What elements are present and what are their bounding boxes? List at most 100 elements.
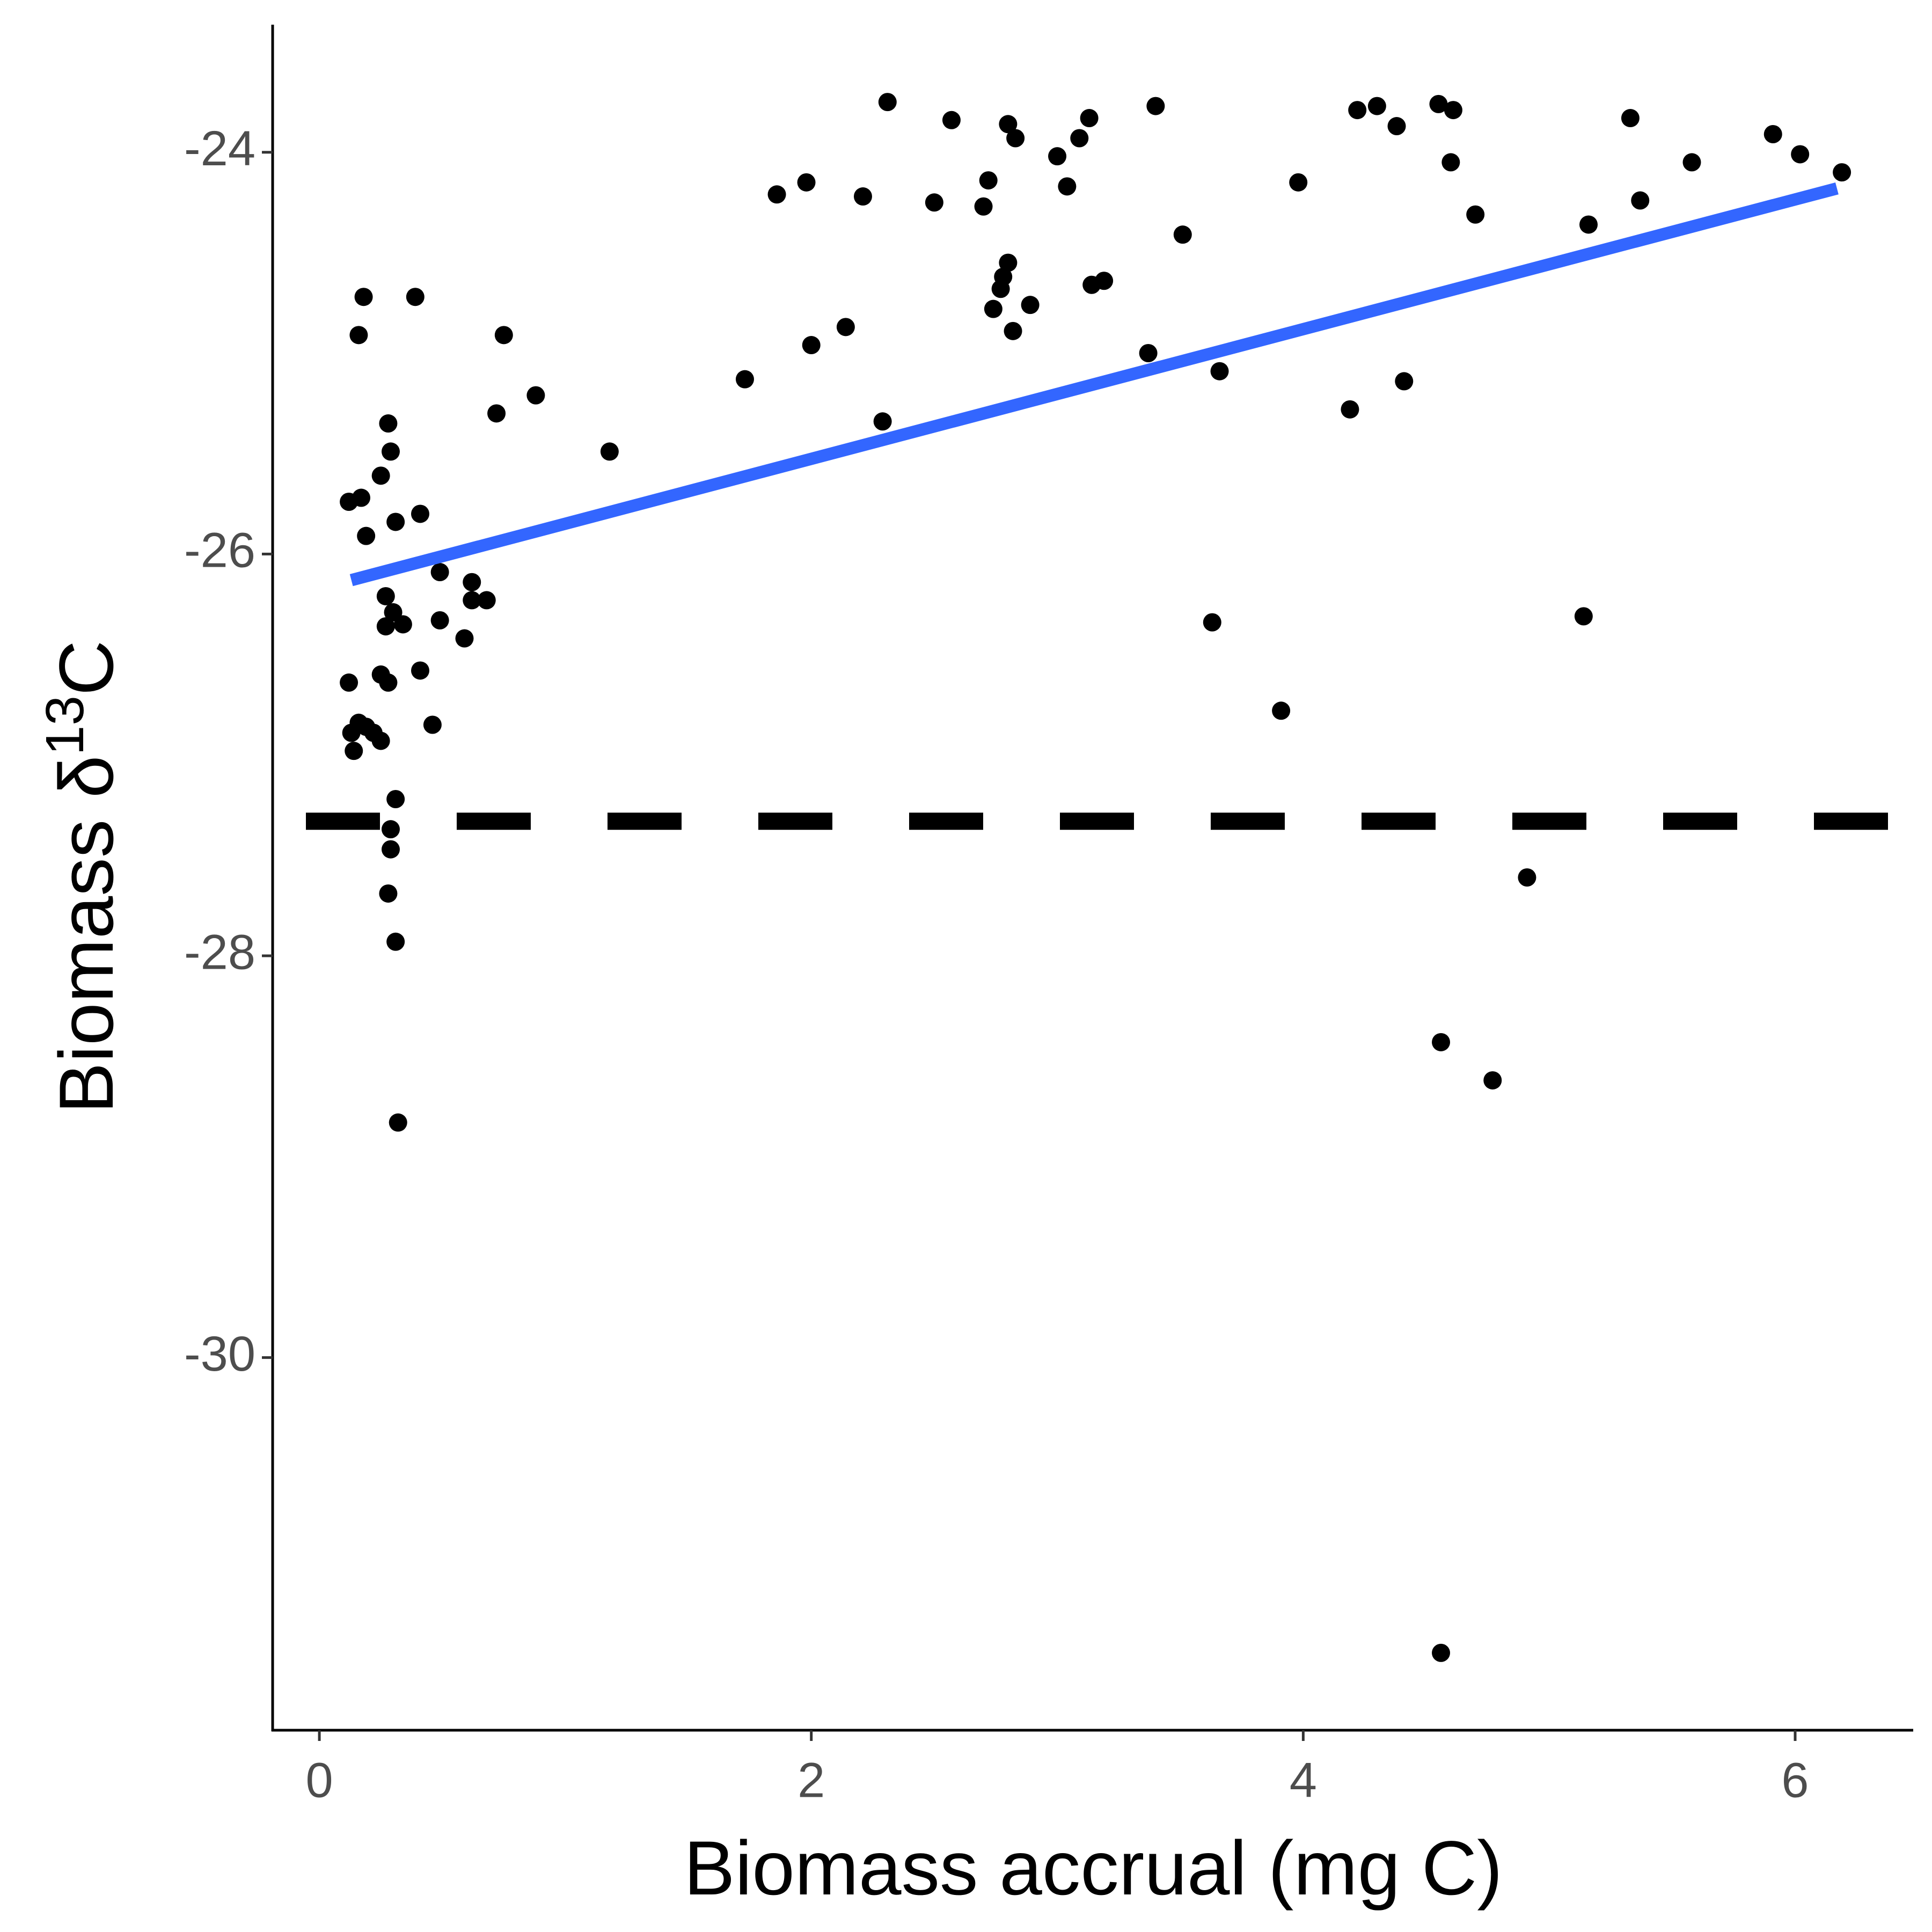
y-tick-label: -24 — [184, 121, 255, 176]
point — [384, 603, 402, 621]
point — [925, 193, 943, 212]
point — [1272, 701, 1291, 720]
point — [477, 591, 496, 610]
point — [853, 187, 872, 206]
point — [1483, 1071, 1502, 1090]
point — [386, 790, 405, 809]
point — [354, 288, 373, 306]
point — [999, 253, 1018, 272]
point — [1444, 101, 1462, 120]
point — [878, 93, 897, 112]
point — [974, 197, 993, 216]
point — [873, 412, 892, 431]
point — [979, 171, 998, 190]
point — [1395, 372, 1414, 391]
point — [797, 173, 816, 192]
point — [767, 185, 786, 204]
point — [1432, 1643, 1451, 1662]
point — [1518, 868, 1536, 887]
y-axis-title-main: Biomass δ — [44, 755, 129, 1114]
point — [1203, 613, 1221, 632]
point — [1341, 400, 1359, 419]
point — [1621, 109, 1640, 128]
point — [999, 115, 1018, 134]
y-tick-label: -28 — [184, 925, 255, 979]
point — [1348, 101, 1367, 120]
point — [1432, 1033, 1451, 1051]
point — [942, 111, 961, 129]
point — [430, 563, 449, 582]
point — [600, 442, 619, 461]
point — [1070, 129, 1089, 148]
point — [1058, 177, 1077, 196]
y-axis-title-sup: 13 — [35, 696, 95, 755]
point — [393, 615, 412, 634]
point — [406, 288, 425, 306]
fit-line — [349, 182, 1839, 587]
point — [463, 591, 481, 610]
point — [526, 386, 545, 405]
point — [1387, 117, 1406, 136]
point — [371, 466, 390, 485]
y-axis-title: Biomass δ13C — [35, 640, 129, 1114]
point — [1833, 163, 1851, 182]
point — [430, 611, 449, 630]
x-tick-label: 6 — [1781, 1753, 1809, 1807]
point — [371, 731, 390, 750]
point — [1579, 215, 1598, 234]
x-tick-label: 2 — [797, 1753, 825, 1807]
y-axis-title-end: C — [44, 640, 129, 696]
point — [1004, 321, 1022, 340]
point — [984, 299, 1002, 318]
point — [1210, 362, 1229, 380]
point — [386, 932, 405, 951]
point — [1146, 97, 1165, 115]
point — [1763, 125, 1782, 144]
x-axis-title: Biomass accrual (mg C) — [684, 1826, 1503, 1911]
point — [1682, 153, 1701, 172]
x-tick-label: 0 — [305, 1753, 333, 1807]
point — [376, 617, 395, 636]
point — [357, 526, 376, 545]
point — [494, 326, 513, 345]
point — [345, 742, 363, 760]
point — [379, 414, 398, 433]
point — [381, 820, 400, 839]
point — [1173, 225, 1192, 244]
point — [411, 661, 429, 680]
point — [340, 673, 358, 692]
point — [1429, 94, 1448, 113]
point — [487, 404, 506, 423]
point — [836, 318, 855, 336]
point — [1441, 153, 1460, 172]
point — [1631, 191, 1650, 210]
point — [463, 573, 481, 591]
point — [1289, 173, 1308, 192]
point — [352, 488, 370, 507]
point — [735, 370, 754, 389]
y-tick-label: -26 — [184, 523, 255, 578]
point — [379, 673, 398, 692]
point — [1466, 205, 1485, 224]
point — [1367, 97, 1386, 115]
point — [1791, 145, 1810, 164]
point — [1574, 607, 1593, 626]
point — [381, 442, 400, 461]
point — [423, 715, 442, 734]
point — [376, 587, 395, 605]
point — [386, 513, 405, 531]
y-tick-label: -30 — [184, 1327, 255, 1381]
point — [381, 840, 400, 859]
point — [349, 326, 368, 345]
point — [389, 1113, 407, 1132]
point — [1048, 147, 1067, 166]
point — [802, 336, 821, 355]
point — [1021, 296, 1040, 314]
point — [1080, 109, 1099, 128]
point — [994, 267, 1013, 286]
point — [455, 629, 474, 648]
point — [1095, 272, 1114, 290]
x-tick-label: 4 — [1290, 1753, 1317, 1807]
